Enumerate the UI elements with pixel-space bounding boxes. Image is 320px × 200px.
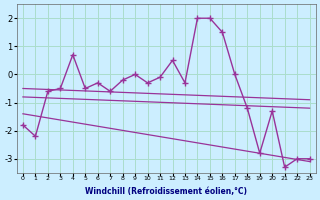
X-axis label: Windchill (Refroidissement éolien,°C): Windchill (Refroidissement éolien,°C) bbox=[85, 187, 247, 196]
